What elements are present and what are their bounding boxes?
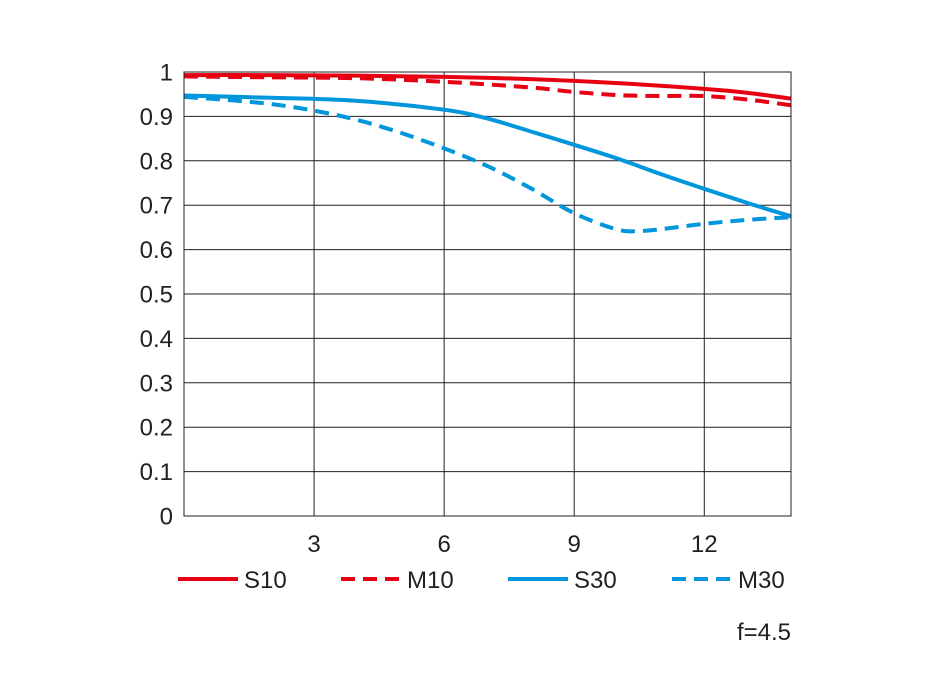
x-tick-label: 12: [691, 531, 718, 558]
legend-label-s10: S10: [244, 567, 287, 594]
legend-label-m10: M10: [407, 567, 454, 594]
legend: S10 M10 S30 M30: [178, 567, 785, 594]
legend-label-m30: M30: [738, 567, 785, 594]
plot-frame: [183, 71, 792, 517]
series-line-s10: [183, 73, 792, 101]
grid-layer: [184, 72, 791, 516]
x-tick-label: 3: [307, 531, 320, 558]
y-tick-label: 0: [160, 504, 173, 531]
series-line-m30: [183, 94, 792, 234]
aperture-note: f=4.5: [737, 619, 791, 646]
series-line-s30: [183, 93, 792, 219]
y-tick-label: 0.6: [140, 237, 173, 264]
y-tick-label: 0.9: [140, 104, 173, 131]
x-axis-ticks: 3 6 9 12: [307, 531, 717, 558]
y-tick-label: 0.3: [140, 370, 173, 397]
y-axis-ticks: 0 0.1 0.2 0.3 0.4 0.5 0.6 0.7 0.8 0.9 1: [140, 60, 173, 531]
y-tick-label: 0.2: [140, 415, 173, 442]
y-tick-label: 0.1: [140, 459, 173, 486]
y-tick-label: 0.8: [140, 148, 173, 175]
x-tick-label: 9: [568, 531, 581, 558]
x-tick-label: 6: [437, 531, 450, 558]
series-layer: [183, 73, 792, 234]
legend-label-s30: S30: [574, 567, 617, 594]
series-line-m10: [183, 74, 792, 108]
y-tick-label: 0.7: [140, 193, 173, 220]
y-tick-label: 0.5: [140, 282, 173, 309]
y-tick-label: 0.4: [140, 326, 173, 353]
y-tick-label: 1: [160, 60, 173, 87]
